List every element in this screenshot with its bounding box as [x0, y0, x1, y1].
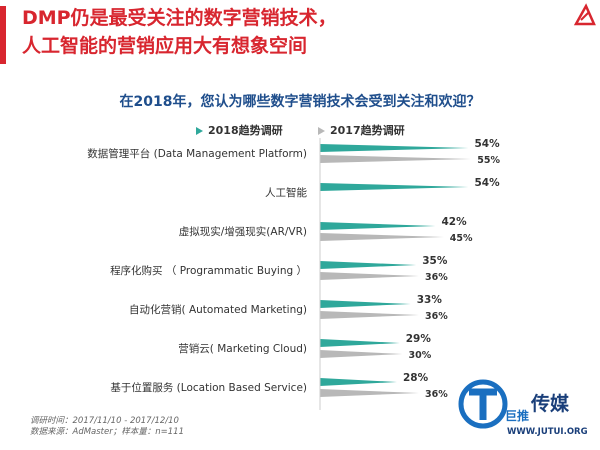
- legend-label-2018: 2018趋势调研: [208, 124, 283, 137]
- category-label: 人工智能: [265, 186, 307, 199]
- bar: [320, 222, 436, 230]
- bar: [320, 311, 419, 319]
- footer-notes: 调研时间：2017/11/10 - 2017/12/10 数据来源：AdMast…: [30, 416, 184, 438]
- bar: [320, 261, 417, 269]
- legend-marker-2017-icon: [318, 127, 325, 135]
- category-label: 虚拟现实/增强现实(AR/VR): [179, 225, 307, 238]
- legend-item-2017: 2017趋势调研: [318, 122, 405, 138]
- category-label: 营销云( Marketing Cloud): [178, 342, 307, 355]
- title-line-1: DMP仍是最受关注的数字营销技术，: [22, 7, 337, 29]
- legend-marker-2018-icon: [196, 127, 203, 135]
- legend-label-2017: 2017趋势调研: [330, 124, 405, 137]
- data-source: 数据来源：AdMaster；样本量：n=111: [30, 427, 184, 437]
- data-label: 42%: [442, 216, 468, 228]
- bar-chart: 数据管理平台 (Data Management Platform) 54% 55% 人…: [87, 138, 501, 410]
- data-label: 28%: [403, 372, 429, 384]
- data-label: 45%: [450, 233, 473, 244]
- watermark-t-icon: [469, 388, 497, 420]
- bar: [320, 389, 419, 397]
- watermark-brand: 巨推: [505, 408, 529, 423]
- bar: [320, 155, 472, 163]
- bar: [320, 339, 400, 347]
- bar: [320, 300, 411, 308]
- data-label: 33%: [417, 294, 443, 306]
- bar: [320, 233, 444, 241]
- category-label: 基于位置服务 (Location Based Service): [110, 381, 307, 394]
- data-label: 36%: [425, 311, 448, 322]
- data-label: 54%: [475, 177, 501, 189]
- watermark-name: 传媒: [530, 392, 570, 415]
- survey-period: 调研时间：2017/11/10 - 2017/12/10: [30, 416, 179, 426]
- data-label: 29%: [406, 333, 432, 345]
- bar: [320, 350, 403, 358]
- title-line-2: 人工智能的营销应用大有想象空间: [22, 35, 308, 57]
- corner-logo-icon: [570, 0, 600, 30]
- bar: [320, 272, 419, 280]
- data-label: 36%: [425, 389, 448, 400]
- data-label: 30%: [409, 350, 432, 361]
- category-label: 自动化营销( Automated Marketing): [129, 303, 307, 316]
- bar: [320, 378, 397, 386]
- bar: [320, 144, 469, 152]
- data-label: 54%: [475, 138, 501, 150]
- bar: [320, 183, 469, 191]
- slide-title: DMP仍是最受关注的数字营销技术， 人工智能的营销应用大有想象空间: [22, 4, 542, 60]
- data-label: 55%: [477, 155, 500, 166]
- category-label: 程序化购买 （ Programmatic Buying ）: [110, 264, 307, 277]
- data-label: 35%: [422, 255, 448, 267]
- watermark-url: WWW.JUTUI.ORG: [507, 427, 588, 437]
- category-label: 数据管理平台 (Data Management Platform): [87, 147, 307, 160]
- data-label: 36%: [425, 272, 448, 283]
- jutui-watermark: 巨推 传媒 WWW.JUTUI.ORG: [458, 379, 588, 437]
- survey-question: 在2018年，您认为哪些数字营销技术会受到关注和欢迎？: [119, 94, 481, 110]
- title-accent-bar: [0, 6, 6, 64]
- legend-item-2018: 2018趋势调研: [196, 122, 283, 138]
